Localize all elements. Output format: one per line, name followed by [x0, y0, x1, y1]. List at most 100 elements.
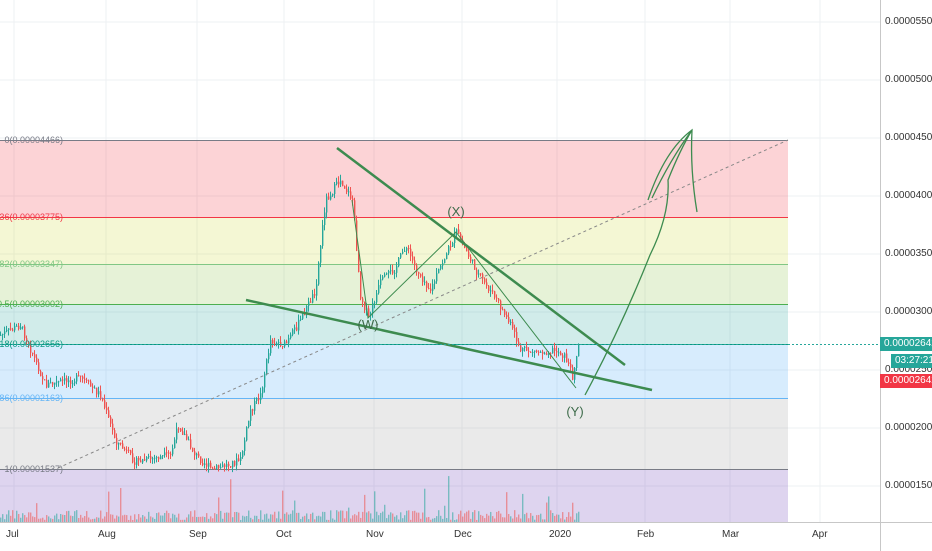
volume-bar [320, 516, 322, 522]
candle-body [424, 281, 426, 283]
volume-bar [150, 516, 152, 522]
volume-bar [318, 515, 320, 522]
axis-corner [880, 522, 932, 551]
candle-body [82, 376, 84, 379]
candle-body [58, 381, 60, 383]
volume-bar [132, 519, 134, 522]
candle-body [310, 301, 312, 303]
volume-bar [360, 517, 362, 522]
candle-body [180, 428, 182, 432]
volume-bar [574, 519, 576, 522]
candle-body [86, 379, 88, 381]
time-axis[interactable]: Jul Aug Sep Oct Nov Dec 2020 Feb Mar Apr [0, 522, 880, 551]
volume-bar [118, 516, 120, 522]
candle-body [156, 457, 158, 459]
candle-body [344, 186, 346, 189]
volume-bar [338, 511, 340, 522]
candle-body [412, 256, 414, 261]
projection-curve[interactable] [584, 129, 693, 396]
candle-body [272, 340, 274, 344]
candle-body [374, 302, 376, 304]
candle-body [72, 383, 74, 385]
candle-body [252, 409, 254, 411]
wave-annotations: (X) (W) (Y) [358, 204, 584, 419]
trend-dashed-line[interactable] [57, 139, 789, 469]
candle-body [470, 256, 472, 262]
volume-bar [558, 514, 560, 522]
volume-bar [244, 516, 246, 522]
volume-bar [198, 516, 200, 522]
volume-bar [26, 517, 28, 522]
volume-bar [68, 510, 70, 522]
wave-path-line[interactable] [351, 199, 577, 389]
volume-bar [322, 511, 324, 522]
volume-bar [130, 515, 132, 522]
candle-body [206, 463, 208, 467]
candle-body [322, 225, 324, 246]
candle-body [300, 318, 302, 320]
candle-body [282, 345, 284, 347]
candle-body [192, 447, 194, 452]
fib-zone [0, 304, 788, 344]
volume-bar [434, 518, 436, 522]
candle-body [396, 266, 398, 273]
candle-body [466, 247, 468, 252]
candle-body [508, 316, 510, 323]
candle-body [440, 265, 442, 269]
candle-body [70, 380, 72, 384]
time-tick-label: Jul [6, 529, 19, 540]
candle-body [478, 273, 480, 275]
candle-body [224, 464, 226, 467]
volume-bar [292, 510, 294, 522]
fib-level-label: 0.236(0.00003775) [0, 212, 63, 222]
candle-body [154, 457, 156, 459]
volume-bar [532, 515, 534, 522]
candle-body [188, 439, 190, 441]
current-price-tag: 0.00002642 [880, 337, 932, 351]
volume-bar [444, 505, 446, 522]
candle-body [158, 457, 160, 460]
chart-canvas[interactable]: 0(0.00004466) 0.236(0.00003775) 0.382(0.00… [0, 0, 880, 522]
volume-bar [378, 515, 380, 522]
wedge-upper-line[interactable] [336, 147, 626, 366]
volume-bar [124, 514, 126, 522]
volume-bar [242, 515, 244, 522]
volume-bar [78, 517, 80, 522]
candle-body [562, 355, 564, 358]
candle-body [186, 433, 188, 440]
candle-body [16, 325, 18, 327]
chart-area[interactable]: 0(0.00004466) 0.236(0.00003775) 0.382(0.00… [0, 0, 880, 522]
volume-bar [406, 510, 408, 522]
candle-body [106, 407, 108, 411]
candle-body [428, 287, 430, 289]
volume-bar [398, 519, 400, 522]
candle-body [142, 459, 144, 463]
candle-body [404, 250, 406, 252]
volume-bar [568, 512, 570, 522]
candle-body [64, 378, 66, 381]
volume-bar [2, 514, 4, 522]
candle-body [546, 353, 548, 355]
volume-bar [24, 515, 26, 522]
drawings[interactable] [57, 128, 789, 469]
volume-bar [438, 510, 440, 522]
volume-bar [426, 517, 428, 522]
projection-arrowhead[interactable] [647, 128, 698, 213]
candle-body [22, 326, 24, 328]
volume-bar [372, 518, 374, 522]
candle-body [506, 314, 508, 317]
candle-body [228, 463, 230, 467]
volume-bar [348, 507, 350, 522]
volume-bar [396, 515, 398, 522]
volume-bar [274, 511, 276, 522]
candle-body [388, 271, 390, 274]
volume-bar [152, 517, 154, 522]
candle-body [332, 193, 334, 196]
candle-body [220, 467, 222, 469]
candle-body [262, 387, 264, 394]
candle-body [472, 259, 474, 262]
